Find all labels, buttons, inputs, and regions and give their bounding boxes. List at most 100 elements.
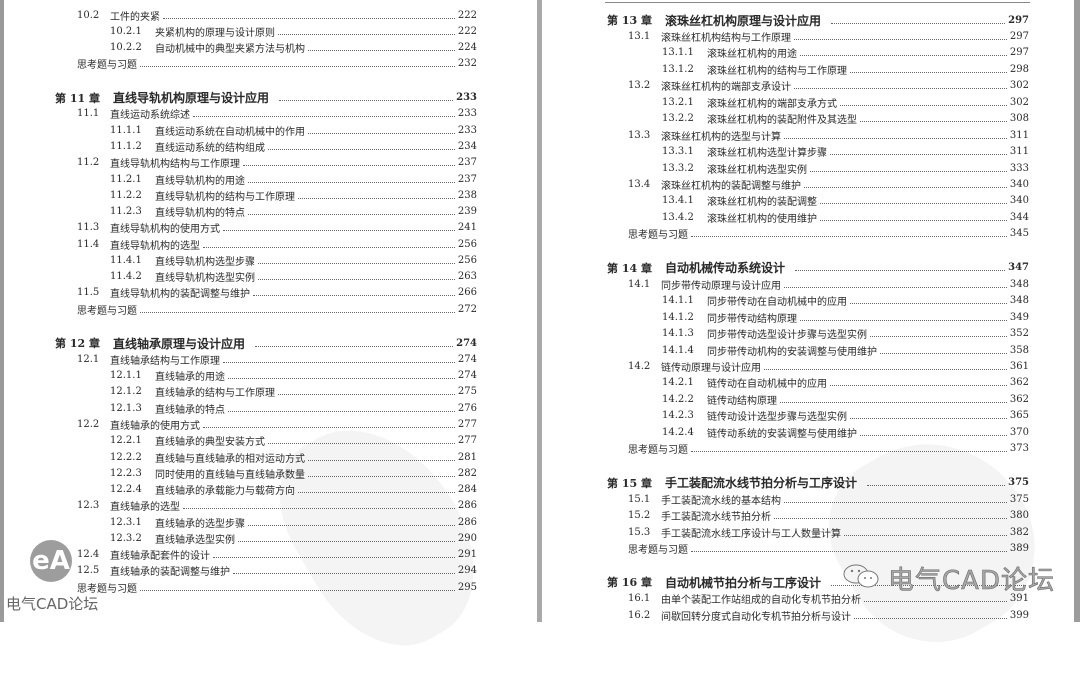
toc-entry-chapter: 第 16 章自动机械节拍分析与工序设计 [607, 574, 1029, 590]
dot-leader [298, 197, 455, 199]
entry-number: 13.1.2 [662, 63, 694, 75]
entry-title: 滚珠丝杠机构原理与设计应用 [665, 13, 822, 28]
toc-entry-subsection: 13.3.1 滚珠丝杠机构选型计算步骤 311 [662, 144, 1029, 160]
toc-entry-chapter: 第 15 章手工装配流水线节拍分析与工序设计 375 [607, 475, 1029, 491]
entry-number: 14.1.4 [662, 344, 694, 356]
entry-page-number: 233 [457, 124, 477, 136]
dot-leader [691, 236, 1007, 238]
entry-page-number: 348 [1009, 278, 1029, 290]
dot-leader [238, 540, 455, 542]
dot-leader [203, 426, 455, 428]
entry-number: 第 14 章 [607, 261, 652, 275]
dot-leader [795, 270, 1006, 272]
toc-entry-subsection: 11.4.1 直线导轨机构选型步骤 256 [110, 252, 477, 268]
toc-entry-subsection: 11.2.2 直线导轨机构的结构与工作原理 238 [110, 187, 477, 203]
entry-page-number: 352 [1009, 328, 1029, 340]
entry-title: 链传动系统的安装调整与使用维护 [707, 428, 857, 440]
entry-number: 12.1.1 [110, 370, 142, 382]
entry-page-number: 284 [457, 484, 477, 496]
dot-leader [784, 286, 1007, 288]
toc-entry-chapter: 第 11 章直线导轨机构原理与设计应用 233 [55, 90, 477, 106]
dot-leader [830, 385, 1007, 387]
entry-title: 直线轴承的典型安装方式 [155, 437, 265, 449]
entry-title: 自动机械传动系统设计 [665, 261, 786, 276]
dot-leader [258, 279, 455, 281]
toc-entry-chapter: 第 13 章滚珠丝杠机构原理与设计应用 297 [607, 12, 1029, 28]
dot-leader [850, 71, 1007, 73]
toc-entry-subsection: 13.4.1 滚珠丝杠机构的装配调整 340 [662, 193, 1029, 209]
entry-page-number: 276 [457, 402, 477, 414]
entry-number: 11.4.2 [110, 271, 142, 283]
toc-entry-exercise: 思考题与习题 232 [77, 56, 477, 72]
entry-page-number: 277 [457, 435, 477, 447]
entry-title: 自动机械中的典型夹紧方法与机构 [155, 44, 305, 56]
entry-number: 11.3 [77, 222, 100, 234]
entry-number: 第 15 章 [607, 476, 652, 490]
toc-entry-section: 11.3 直线导轨机构的使用方式 241 [77, 220, 477, 236]
dot-leader [243, 165, 455, 167]
entry-number: 13.4.1 [662, 195, 694, 207]
dot-leader [840, 104, 1007, 106]
entry-title: 直线导轨机构的结构与工作原理 [155, 191, 295, 203]
toc-entry-subsection: 12.1.2 直线轴承的结构与工作原理 275 [110, 384, 477, 400]
entry-number: 11.4 [77, 238, 100, 250]
toc-entry-section: 12.5 直线轴承的装配调整与维护 294 [77, 563, 477, 579]
entry-number: 13.3 [628, 129, 651, 141]
entry-page-number: 291 [457, 549, 477, 561]
dot-leader [850, 303, 1007, 305]
entry-page-number: 382 [1009, 526, 1029, 538]
dot-leader [800, 319, 1007, 321]
entry-number: 13.1 [628, 30, 651, 42]
dot-leader [278, 33, 455, 35]
dot-leader [308, 475, 455, 477]
entry-title: 链传动结构原理 [707, 395, 777, 407]
entry-number: 12.2.4 [110, 484, 142, 496]
entry-page-number: 302 [1009, 96, 1029, 108]
entry-title: 思考题与习题 [628, 545, 688, 556]
entry-page-number: 234 [457, 140, 477, 152]
dot-leader [268, 148, 455, 150]
entry-number: 14.1.1 [662, 295, 694, 307]
toc-entry-section: 13.2 滚珠丝杠机构的端部支承设计 302 [628, 78, 1029, 94]
entry-number: 13.3.1 [662, 146, 694, 158]
dot-leader [820, 203, 1007, 205]
watermark-text-left: 电气CAD论坛 [6, 595, 99, 613]
toc-entry-subsection: 12.3.2 直线轴承选型实例 290 [110, 530, 477, 546]
entry-page-number: 380 [1009, 510, 1029, 522]
entry-page-number: 399 [1009, 609, 1029, 621]
entry-number: 13.3.2 [662, 162, 694, 174]
dot-leader [223, 361, 455, 363]
entry-number: 11.4.1 [110, 254, 142, 266]
entry-title: 同时使用的直线轴与直线轴承数量 [155, 469, 305, 481]
dot-leader [248, 524, 455, 526]
toc-entry-section: 14.1 同步带传动原理与设计应用 348 [628, 276, 1029, 292]
dot-leader [831, 584, 1026, 586]
toc-entry-subsection: 12.1.3 直线轴承的特点 276 [110, 400, 477, 416]
dot-leader [784, 137, 1007, 139]
entry-title: 直线导轨机构原理与设计应用 [113, 91, 270, 106]
toc-entry-subsection: 12.2.4 直线轴承的承载能力与载荷方向 284 [110, 482, 477, 498]
entry-title: 链传动设计选型步骤与选型实例 [707, 412, 847, 424]
entry-number: 12.2.1 [110, 435, 142, 447]
entry-page-number: 297 [1009, 30, 1029, 42]
entry-number: 10.2.1 [110, 25, 142, 37]
entry-title: 滚珠丝杠机构结构与工作原理 [661, 32, 791, 44]
toc-entry-section: 16.1 由单个装配工作站组成的自动化专机节拍分析 391 [628, 591, 1029, 607]
toc-entry-exercise: 思考题与习题 295 [77, 579, 477, 595]
entry-title: 滚珠丝杠机构的端部支承方式 [707, 98, 837, 110]
entry-title: 同步带传动结构原理 [707, 313, 797, 325]
toc-entry-section: 15.1 手工装配流水线的基本结构 375 [628, 491, 1029, 507]
dot-leader [844, 534, 1007, 536]
entry-page-number: 239 [457, 206, 477, 218]
wechat-icon [843, 564, 879, 588]
entry-number: 12.2 [77, 418, 100, 430]
dot-leader [163, 17, 455, 19]
entry-title: 思考题与习题 [77, 583, 137, 595]
toc-entry-subsection: 10.2.2 自动机械中的典型夹紧方法与机构 224 [110, 40, 477, 56]
toc-entry-subsection: 12.1.1 直线轴承的用途 274 [110, 368, 477, 384]
dot-leader [255, 345, 454, 347]
dot-leader [864, 601, 1007, 603]
entry-page-number: 224 [457, 42, 477, 54]
entry-page-number: 344 [1009, 211, 1029, 223]
entry-title: 手工装配流水线节拍分析 [661, 512, 771, 524]
